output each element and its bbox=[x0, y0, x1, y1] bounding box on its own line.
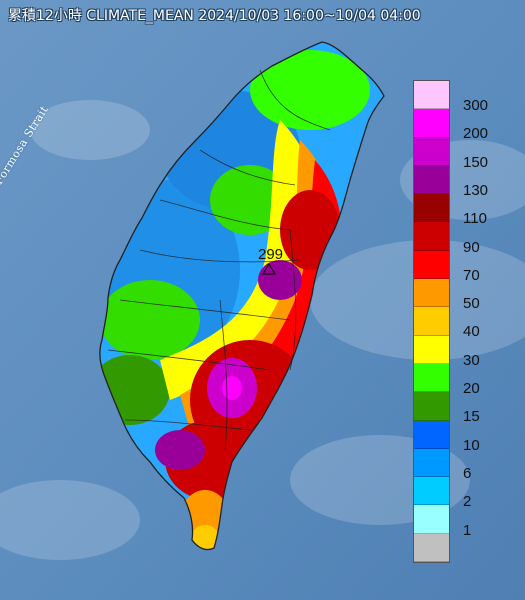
legend-label: 300 bbox=[463, 97, 489, 114]
legend-swatch bbox=[414, 250, 449, 280]
legend-label: 6 bbox=[463, 464, 472, 482]
legend-label: 20 bbox=[463, 380, 480, 397]
legend-label: 15 bbox=[463, 408, 480, 426]
legend-swatch bbox=[414, 81, 449, 110]
legend-label: 30 bbox=[463, 351, 480, 369]
legend-swatch bbox=[414, 533, 449, 563]
legend-label: 90 bbox=[463, 238, 480, 256]
legend-swatch bbox=[414, 279, 449, 308]
legend-swatch bbox=[414, 109, 449, 138]
legend-label: 10 bbox=[463, 436, 480, 454]
legend-swatch bbox=[414, 165, 449, 195]
legend-label: 110 bbox=[463, 210, 487, 228]
legend-swatch bbox=[414, 363, 449, 393]
legend-swatch bbox=[414, 137, 449, 166]
legend-label: 40 bbox=[463, 323, 480, 341]
legend-label: 70 bbox=[463, 266, 480, 284]
legend-swatches bbox=[413, 80, 450, 564]
legend-label: 50 bbox=[463, 295, 480, 313]
legend-swatch bbox=[414, 420, 449, 449]
max-marker-icon bbox=[261, 262, 277, 275]
legend-swatch bbox=[414, 194, 449, 223]
max-value-label: 299 bbox=[258, 246, 284, 263]
legend-label: 2 bbox=[463, 493, 472, 511]
county-boundaries bbox=[107, 69, 331, 451]
legend-swatch bbox=[414, 335, 449, 364]
legend-swatch bbox=[414, 307, 449, 336]
legend-swatch bbox=[414, 392, 449, 421]
legend-swatch bbox=[414, 222, 449, 251]
map-title: 累積12小時 CLIMATE_MEAN 2024/10/03 16:00~10/… bbox=[8, 8, 421, 24]
legend-swatch bbox=[414, 448, 449, 478]
legend-swatch bbox=[414, 505, 449, 534]
legend-swatch bbox=[414, 477, 449, 506]
island-outline bbox=[99, 41, 385, 551]
legend-label: 200 bbox=[463, 125, 489, 143]
legend-label: 130 bbox=[463, 181, 489, 199]
legend-label: 1 bbox=[463, 521, 472, 539]
legend-label: 150 bbox=[463, 153, 489, 171]
